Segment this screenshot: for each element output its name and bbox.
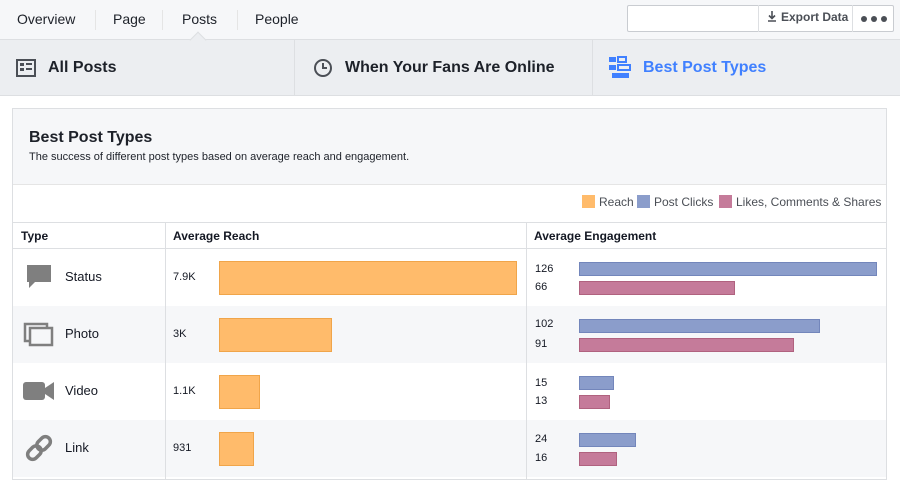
download-icon [768, 11, 776, 22]
type-label: Video [65, 383, 99, 398]
clock-icon [314, 59, 332, 77]
dot-icon [861, 16, 867, 22]
reach-value: 3K [173, 328, 187, 340]
status-icon [27, 265, 51, 288]
likes-value: 13 [535, 395, 548, 407]
reach-bar [219, 261, 517, 295]
subtab-when-fans-online[interactable]: When Your Fans Are Online [295, 40, 592, 95]
likes-value: 66 [535, 281, 548, 293]
post-clicks-value: 15 [535, 377, 548, 389]
subtab-all-posts[interactable]: All Posts [0, 40, 294, 95]
tab-divider [95, 10, 96, 30]
reach-bar [219, 432, 254, 466]
post-clicks-bar [579, 376, 614, 390]
tab-divider [162, 10, 163, 30]
panel-subtitle: The success of different post types base… [29, 151, 410, 163]
likes-value: 91 [535, 338, 548, 350]
post-clicks-bar [579, 262, 877, 276]
tab-overview[interactable]: Overview [17, 11, 76, 27]
legend-item-post-clicks: Post Clicks [637, 195, 713, 209]
dot-icon [881, 16, 887, 22]
photo-icon [23, 322, 54, 347]
header-type: Type [21, 229, 49, 243]
tab-page[interactable]: Page [113, 11, 146, 27]
best-post-types-panel: Best Post Types The success of different… [12, 108, 887, 480]
tab-people[interactable]: People [255, 11, 299, 27]
export-data-label: Export Data [781, 10, 849, 24]
reach-bar [219, 375, 260, 409]
table-row: Status 7.9K 126 66 [13, 249, 886, 306]
type-label: Photo [65, 326, 99, 341]
top-nav: Overview Page Posts People Export Data [0, 0, 900, 40]
likes-bar [579, 395, 610, 409]
column-divider [165, 222, 166, 479]
legend-swatch [637, 195, 650, 208]
post-types-icon [609, 56, 631, 78]
subtab-best-post-types[interactable]: Best Post Types [593, 40, 900, 95]
type-label: Status [65, 269, 102, 284]
dot-icon [871, 16, 877, 22]
post-clicks-value: 126 [535, 263, 554, 275]
tab-posts[interactable]: Posts [182, 11, 218, 27]
table-row: Link 931 24 16 [13, 420, 886, 477]
post-clicks-value: 102 [535, 318, 554, 330]
tab-divider [237, 10, 238, 30]
post-clicks-value: 24 [535, 433, 548, 445]
subtab-label: When Your Fans Are Online [345, 59, 555, 76]
post-clicks-bar [579, 319, 820, 333]
legend-label: Reach [599, 195, 634, 209]
legend-swatch [582, 195, 595, 208]
likes-value: 16 [535, 452, 548, 464]
toolbar-box [627, 5, 894, 32]
header-average-engagement: Average Engagement [534, 229, 657, 243]
reach-value: 1.1K [173, 385, 196, 397]
panel-header: Best Post Types The success of different… [13, 109, 886, 185]
more-options-button[interactable] [852, 5, 894, 32]
type-label: Link [65, 440, 89, 455]
reach-value: 931 [173, 442, 192, 454]
legend-label: Post Clicks [654, 195, 714, 209]
subtab-divider [592, 40, 593, 95]
legend-label: Likes, Comments & Shares [736, 195, 882, 209]
table-row: Video 1.1K 15 13 [13, 363, 886, 420]
post-clicks-bar [579, 433, 636, 447]
subtab-divider [294, 40, 295, 95]
subtab-label: All Posts [48, 59, 117, 76]
likes-bar [579, 452, 617, 466]
subtab-label: Best Post Types [643, 59, 767, 76]
header-average-reach: Average Reach [173, 229, 260, 243]
panel-title: Best Post Types [29, 129, 153, 146]
legend-item-reach: Reach [582, 195, 634, 209]
table-row: Photo 3K 102 91 [13, 306, 886, 363]
video-icon [23, 382, 54, 400]
reach-value: 7.9K [173, 271, 196, 283]
reach-bar [219, 318, 332, 352]
legend-item-likes-comments-shares: Likes, Comments & Shares [719, 195, 881, 209]
list-icon [16, 59, 36, 77]
table-header: Type Average Reach Average Engagement [13, 222, 886, 249]
legend-swatch [719, 195, 732, 208]
column-divider [526, 222, 527, 479]
link-icon [25, 434, 53, 462]
export-data-button[interactable]: Export Data [758, 5, 852, 32]
likes-bar [579, 338, 794, 352]
sub-tabs: All Posts When Your Fans Are Online Best… [0, 31, 900, 96]
likes-bar [579, 281, 735, 295]
